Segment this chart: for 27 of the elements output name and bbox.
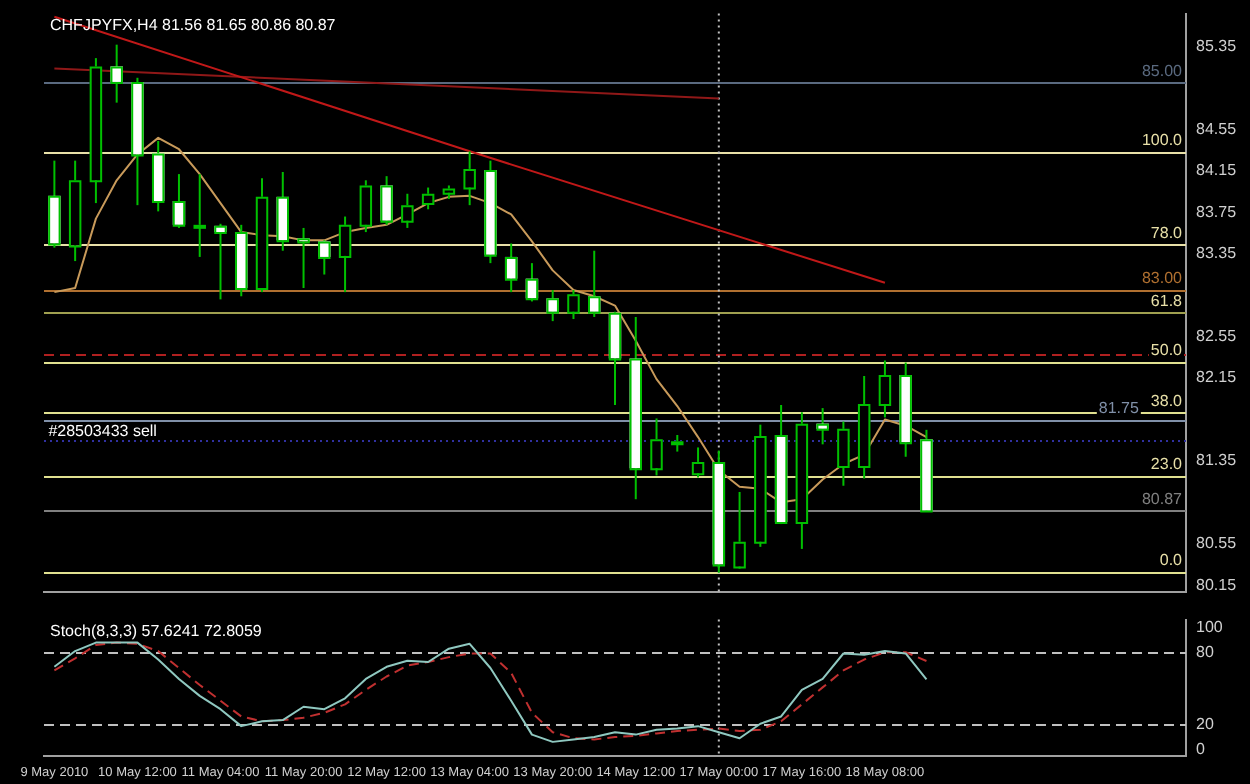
y-tick-label: 84.55 xyxy=(1196,119,1238,138)
y-tick-label: 83.35 xyxy=(1196,244,1238,263)
ref-line-label: 80.87 xyxy=(1141,490,1184,509)
y-tick-label: 0 xyxy=(1196,739,1206,758)
y-tick-label: 81.35 xyxy=(1196,451,1238,470)
y-tick-label: 82.15 xyxy=(1196,368,1238,387)
annotation: 50.0 xyxy=(1150,340,1184,359)
y-tick-label: 82.55 xyxy=(1196,327,1238,346)
annotation: 78.0 xyxy=(1150,223,1184,242)
y-tick-label: 84.15 xyxy=(1196,161,1238,180)
chart-title: Stoch(8,3,3) 57.6241 72.8059 xyxy=(50,622,263,641)
y-tick-label: 80.55 xyxy=(1196,534,1238,553)
annotation: 61.8 xyxy=(1150,292,1184,311)
annotation: #28503433 sell xyxy=(48,421,158,440)
y-tick-label: 20 xyxy=(1196,715,1215,734)
y-tick-label: 83.75 xyxy=(1196,202,1238,221)
annotation: 0.0 xyxy=(1159,551,1184,570)
ref-line-label: 81.75 xyxy=(1098,398,1140,417)
ref-line-label: 83.00 xyxy=(1141,269,1184,288)
ref-line-label: 85.00 xyxy=(1141,62,1184,81)
y-tick-label: 100 xyxy=(1196,618,1224,637)
annotation: 23.0 xyxy=(1150,454,1184,473)
y-tick-label: 80 xyxy=(1196,642,1215,661)
annotation: 38.0 xyxy=(1150,391,1184,410)
annotation: 100.0 xyxy=(1141,130,1184,149)
y-tick-label: 85.35 xyxy=(1196,37,1238,56)
y-tick-label: 80.15 xyxy=(1196,575,1238,594)
